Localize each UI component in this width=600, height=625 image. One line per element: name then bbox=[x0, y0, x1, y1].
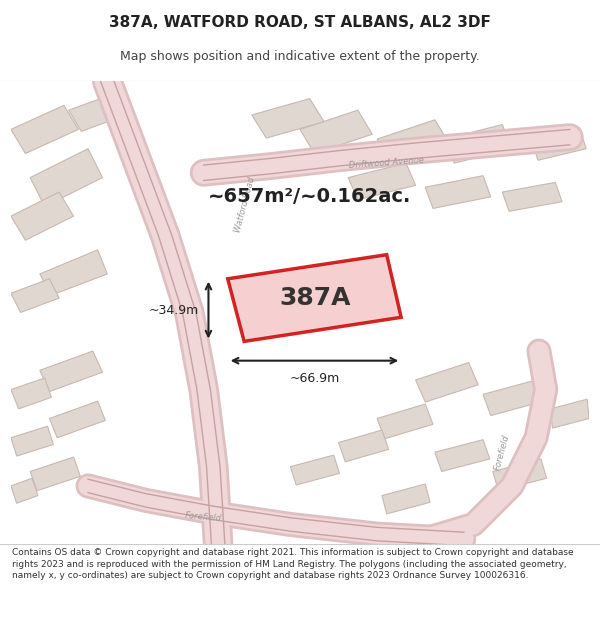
Polygon shape bbox=[11, 192, 74, 240]
Polygon shape bbox=[382, 484, 430, 514]
Polygon shape bbox=[30, 457, 80, 491]
Text: ~34.9m: ~34.9m bbox=[149, 304, 199, 317]
Text: 387A: 387A bbox=[279, 286, 350, 310]
Polygon shape bbox=[252, 99, 324, 138]
Text: ~657m²/~0.162ac.: ~657m²/~0.162ac. bbox=[208, 188, 412, 206]
Polygon shape bbox=[300, 110, 372, 154]
Polygon shape bbox=[502, 182, 562, 211]
Text: Forefield: Forefield bbox=[185, 511, 223, 523]
Text: 387A, WATFORD ROAD, ST ALBANS, AL2 3DF: 387A, WATFORD ROAD, ST ALBANS, AL2 3DF bbox=[109, 15, 491, 30]
Polygon shape bbox=[49, 401, 106, 437]
Polygon shape bbox=[338, 430, 389, 462]
Polygon shape bbox=[445, 124, 512, 163]
Polygon shape bbox=[551, 399, 589, 428]
Polygon shape bbox=[416, 362, 478, 402]
Polygon shape bbox=[377, 120, 449, 163]
Polygon shape bbox=[290, 455, 340, 485]
Polygon shape bbox=[483, 380, 544, 416]
Polygon shape bbox=[11, 106, 79, 154]
Text: Contains OS data © Crown copyright and database right 2021. This information is : Contains OS data © Crown copyright and d… bbox=[12, 548, 574, 581]
Polygon shape bbox=[493, 459, 547, 491]
Text: Driftwood Avenue: Driftwood Avenue bbox=[349, 156, 425, 170]
Polygon shape bbox=[11, 478, 38, 503]
Polygon shape bbox=[348, 163, 416, 200]
Polygon shape bbox=[30, 149, 103, 206]
Text: Watford Road: Watford Road bbox=[233, 176, 257, 233]
Polygon shape bbox=[11, 378, 52, 409]
Polygon shape bbox=[435, 440, 490, 471]
Text: ~66.9m: ~66.9m bbox=[289, 372, 340, 385]
Polygon shape bbox=[228, 255, 401, 341]
Text: Map shows position and indicative extent of the property.: Map shows position and indicative extent… bbox=[120, 51, 480, 63]
Polygon shape bbox=[40, 351, 103, 391]
Polygon shape bbox=[377, 404, 433, 439]
Polygon shape bbox=[425, 176, 491, 209]
Polygon shape bbox=[40, 250, 107, 295]
Polygon shape bbox=[11, 279, 59, 312]
Polygon shape bbox=[69, 91, 134, 131]
Text: Forefield: Forefield bbox=[493, 433, 511, 471]
Polygon shape bbox=[531, 127, 586, 160]
Polygon shape bbox=[11, 426, 53, 456]
